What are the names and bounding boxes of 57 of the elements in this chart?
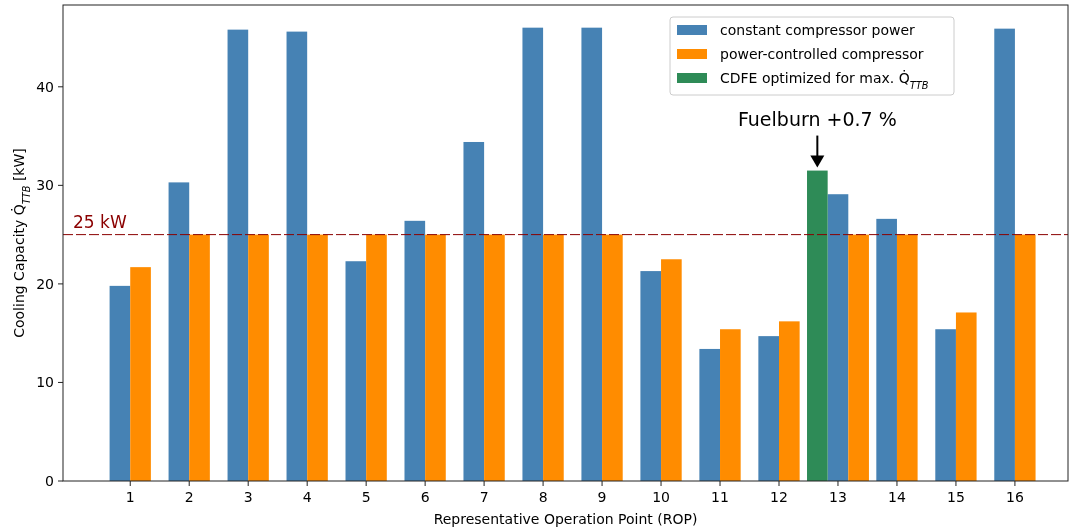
bar (602, 234, 623, 481)
y-tick-label: 10 (36, 374, 54, 391)
bar (366, 234, 387, 481)
x-tick-label: 15 (947, 489, 965, 505)
bar (484, 234, 505, 481)
bar (955, 312, 977, 481)
bar (661, 259, 682, 481)
bar (640, 271, 662, 481)
x-axis-title: Representative Operation Point (ROP) (433, 511, 698, 527)
legend-label: constant compressor power (720, 22, 916, 38)
bar (876, 218, 897, 481)
annotation: Fuelburn +0.7 % (737, 107, 897, 130)
bar (1014, 234, 1036, 481)
bar (227, 29, 249, 481)
bar (896, 234, 918, 481)
bar (699, 348, 721, 481)
x-tick-label: 9 (597, 489, 607, 505)
bar (345, 261, 367, 481)
bar (581, 27, 603, 481)
y-tick-label: 40 (36, 78, 54, 95)
x-tick-label: 11 (711, 489, 729, 505)
bar (404, 220, 426, 481)
bar (307, 234, 328, 481)
x-tick-label: 8 (538, 489, 548, 505)
x-tick-label: 2 (184, 489, 194, 505)
bar (286, 31, 308, 481)
bar (935, 329, 956, 481)
x-tick-label: 12 (770, 489, 788, 505)
ref-line-label: 25 kW (73, 211, 127, 232)
bar (189, 234, 210, 481)
bar (168, 182, 190, 481)
bar (994, 28, 1015, 481)
x-tick-label: 7 (479, 489, 489, 505)
x-tick-label: 14 (888, 489, 906, 505)
y-tick-label: 20 (36, 275, 54, 292)
bar (425, 234, 446, 481)
bar (248, 234, 269, 481)
x-tick-label: 1 (125, 489, 135, 505)
bar (109, 285, 131, 481)
bar (720, 329, 741, 481)
bar (522, 27, 544, 481)
x-tick-label: 6 (420, 489, 430, 505)
bar (130, 267, 151, 481)
x-tick-label: 4 (302, 489, 312, 505)
x-tick-label: 10 (652, 489, 670, 505)
x-tick-label: 3 (243, 489, 253, 505)
bar (463, 141, 485, 481)
legend-label: CDFE optimized for max. Q̇$_{TTB}$ (720, 70, 929, 91)
bar (543, 234, 564, 481)
bar (779, 321, 800, 481)
x-tick-label: 16 (1006, 489, 1024, 505)
y-tick-label: 30 (36, 177, 54, 194)
x-tick-label: 5 (361, 489, 371, 505)
y-tick-label: 0 (45, 472, 54, 489)
bar (758, 336, 779, 481)
legend-label: power-controlled compressor (720, 46, 924, 62)
x-tick-label: 13 (829, 489, 847, 505)
